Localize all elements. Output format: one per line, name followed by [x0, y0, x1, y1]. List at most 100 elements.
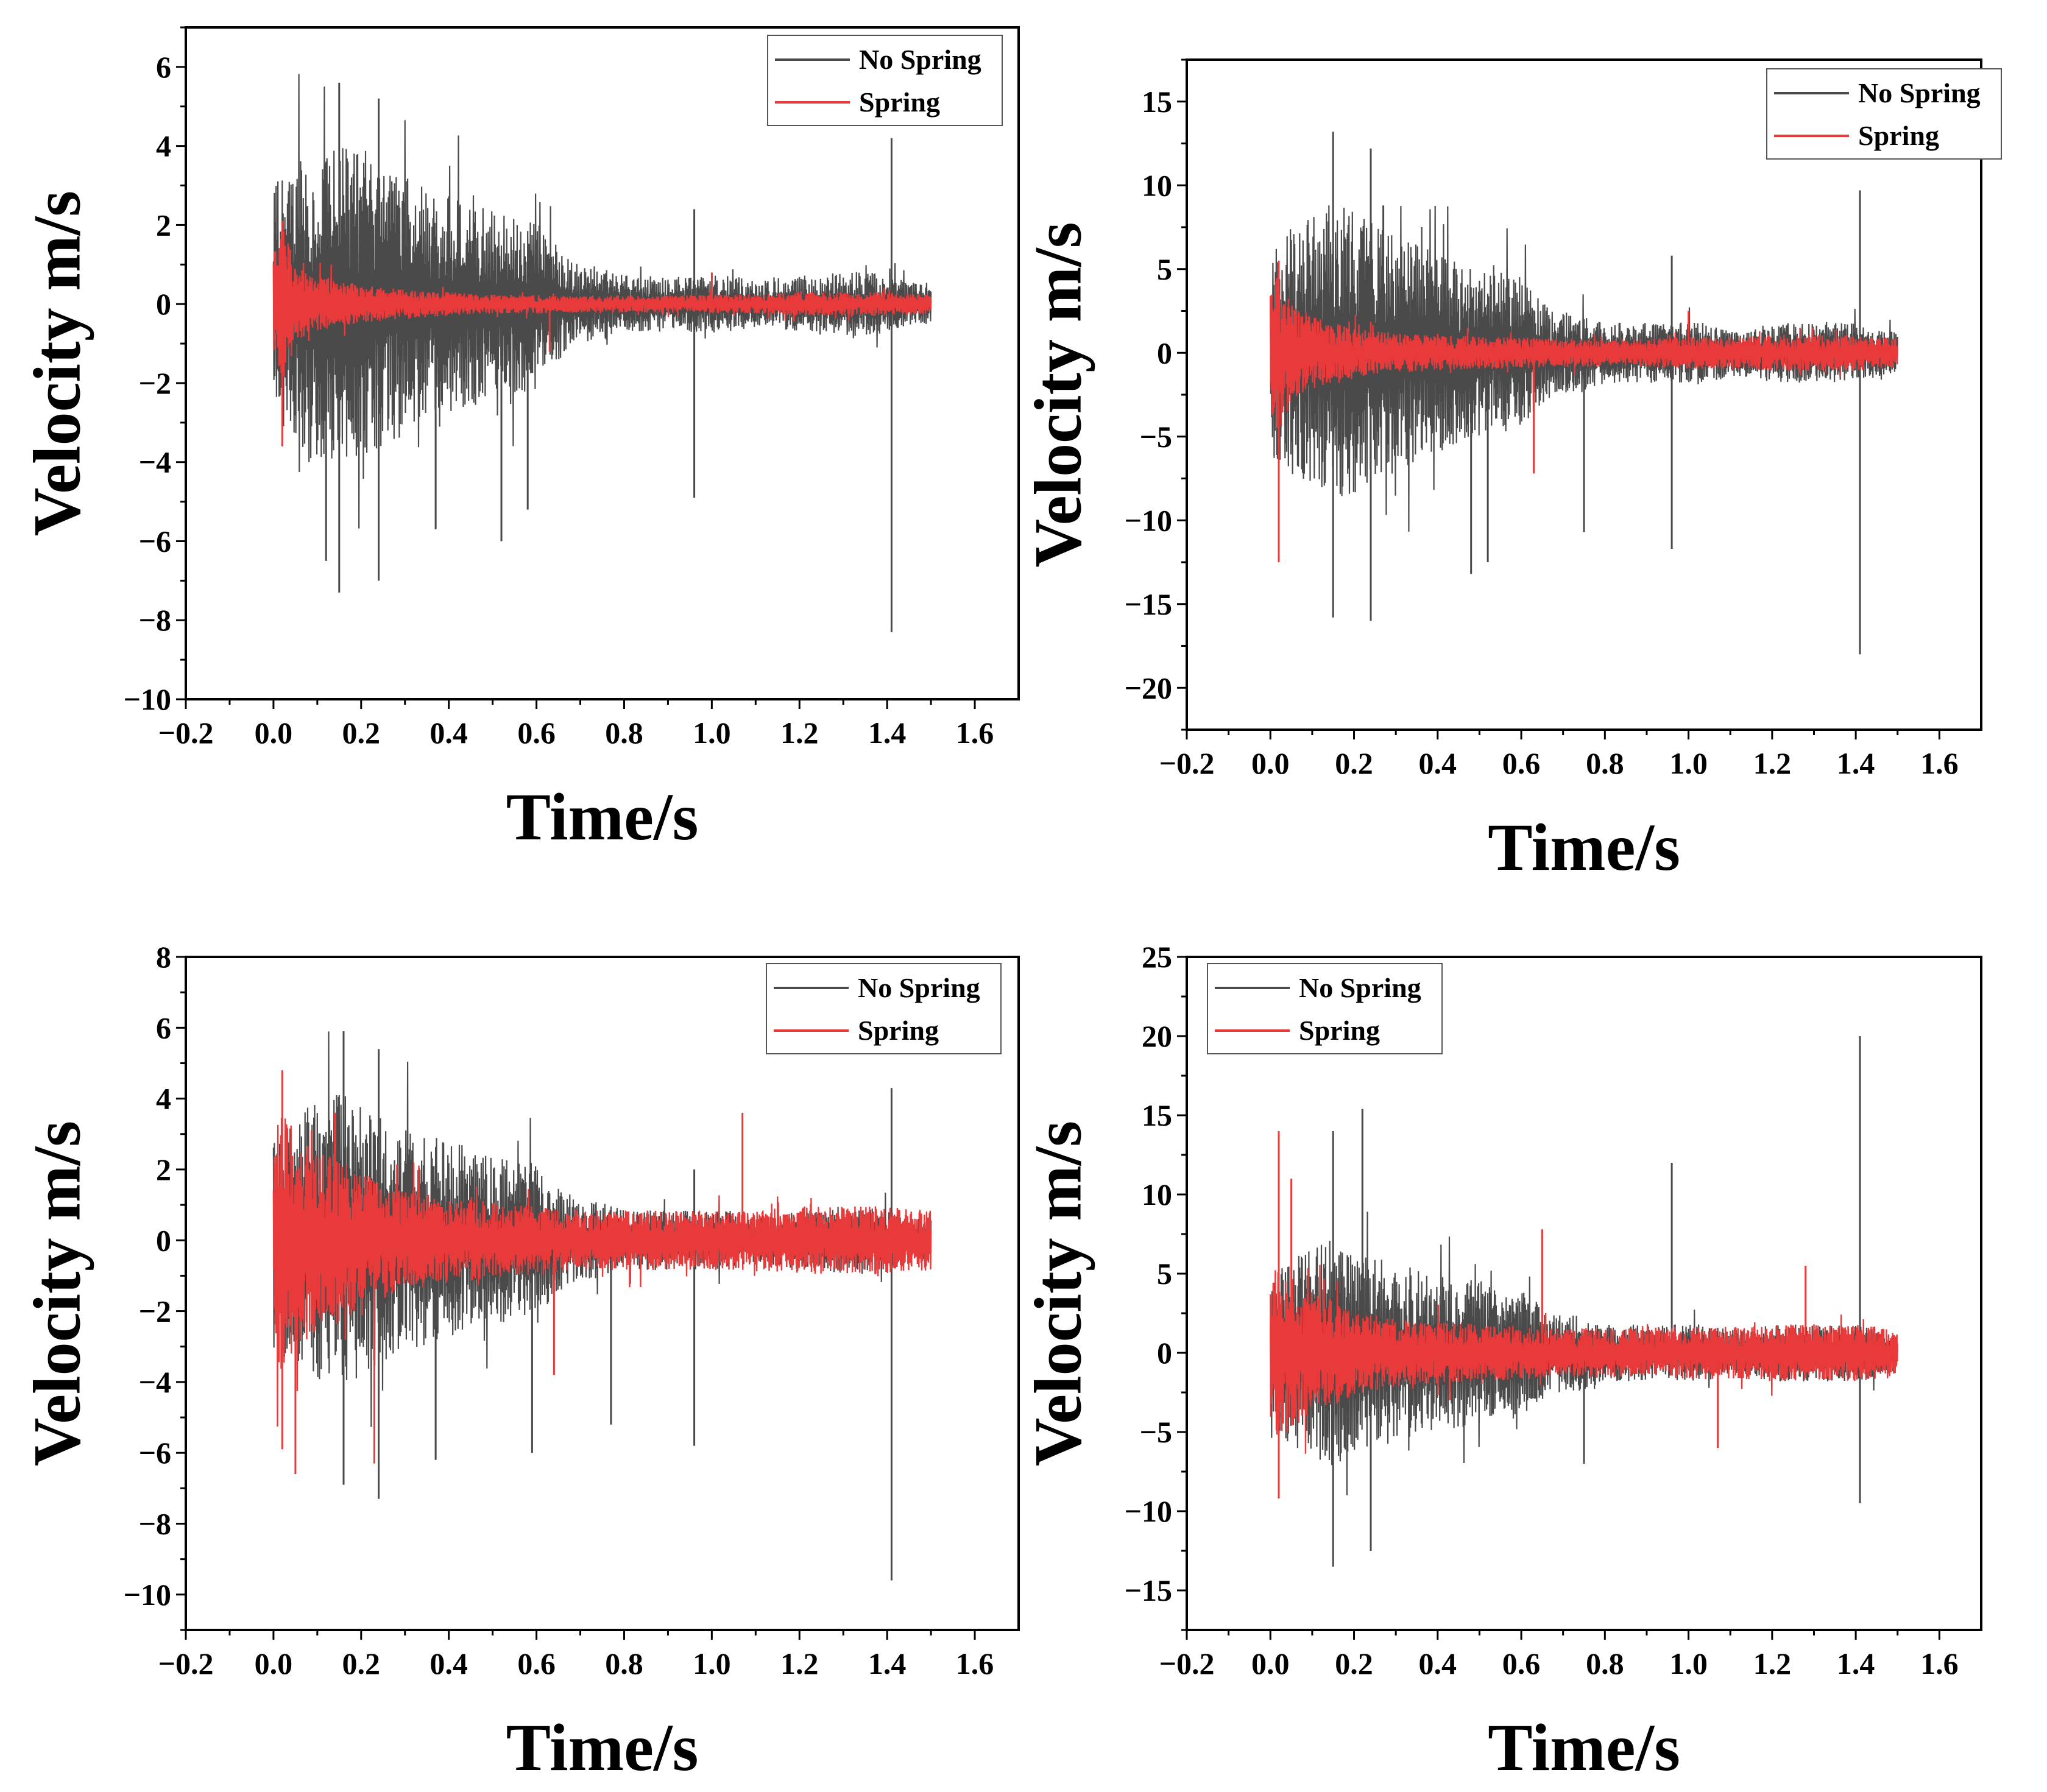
- x-tick-label: 0.4: [1419, 746, 1457, 780]
- x-tick-label: −0.2: [1159, 1646, 1215, 1681]
- series-spring-line: [272, 231, 932, 376]
- x-tick-label: 1.4: [1837, 1646, 1875, 1681]
- x-tick-label: 1.4: [868, 716, 907, 750]
- y-tick-label: −6: [139, 1436, 172, 1470]
- legend: No Spring Spring: [766, 963, 1002, 1054]
- x-tick-label: 0.2: [1335, 746, 1373, 780]
- series-spring-line: [1270, 276, 1898, 428]
- y-tick-label: −5: [1140, 1415, 1173, 1449]
- y-axis-title: Velocity m/s: [19, 191, 94, 536]
- legend-label-spring: Spring: [859, 86, 940, 118]
- x-tick-label: 1.2: [780, 1646, 819, 1681]
- y-tick-label: 15: [1142, 85, 1172, 119]
- y-tick-label: −5: [1140, 420, 1173, 454]
- x-tick-label: 1.2: [1753, 1646, 1792, 1681]
- x-tick-label: 1.6: [1920, 1646, 1959, 1681]
- legend-box: [1766, 68, 2002, 160]
- x-tick-label: 1.4: [868, 1646, 907, 1681]
- legend-label-no-spring: No Spring: [859, 44, 981, 75]
- y-axis-title: Velocity m/s: [1020, 222, 1095, 567]
- chart-panel-top-left: −0.2 0.0 0.2 0.4 0.6 0.8 1.0 1.2 1.4 1.6 −10 −8 −6 −4…: [19, 26, 1020, 854]
- x-tick-label: 1.6: [956, 1646, 994, 1681]
- legend: No Spring Spring: [767, 35, 1003, 126]
- y-tick-label: −10: [1125, 503, 1173, 537]
- x-tick-label: 1.2: [780, 716, 819, 750]
- legend-box: [766, 963, 1002, 1054]
- y-tick-label: 15: [1142, 1098, 1172, 1132]
- y-tick-label: 10: [1142, 1177, 1172, 1212]
- x-tick-label: 0.2: [1335, 1646, 1373, 1681]
- plot-frame: [1186, 956, 1982, 1631]
- y-tick-label: −2: [139, 366, 172, 400]
- x-tick-label: 1.0: [1669, 746, 1708, 780]
- legend: No Spring Spring: [1766, 68, 2002, 160]
- chart-panel-top-right: −0.2 0.0 0.2 0.4 0.6 0.8 1.0 1.2 1.4 1.6 −20 −15 −10…: [1020, 58, 2002, 884]
- y-tick-label: −6: [139, 524, 172, 558]
- x-tick-label: 0.2: [342, 716, 381, 750]
- x-tick-label: 0.6: [517, 1646, 556, 1681]
- y-tick-label: 5: [1157, 252, 1172, 286]
- y-tick-label: 0: [156, 1223, 171, 1257]
- y-tick-label: −8: [139, 603, 172, 637]
- series-no-spring-line: [1270, 205, 1898, 532]
- y-tick-label: −10: [124, 682, 172, 716]
- x-tick-label: 1.6: [1920, 746, 1959, 780]
- x-tick-label: 0.4: [430, 1646, 468, 1681]
- y-tick-label: −20: [1125, 671, 1173, 705]
- y-tick-label: −8: [139, 1507, 172, 1541]
- x-tick-label: −0.2: [1159, 746, 1215, 780]
- x-tick-label: 0.0: [255, 1646, 293, 1681]
- x-tick-label: 0.2: [342, 1646, 381, 1681]
- x-axis-title: Time/s: [1488, 1710, 1680, 1785]
- x-tick-label: 1.4: [1837, 746, 1875, 780]
- y-axis-title: Velocity m/s: [1020, 1121, 1095, 1466]
- y-tick-label: 2: [156, 1152, 171, 1187]
- y-tick-label: 0: [1157, 336, 1172, 370]
- x-axis-title: Time/s: [1488, 810, 1680, 884]
- x-tick-label: 0.8: [605, 716, 643, 750]
- legend-label-spring: Spring: [1299, 1015, 1380, 1046]
- legend-box: [767, 35, 1003, 126]
- x-tick-label: 0.0: [1251, 746, 1290, 780]
- y-tick-label: 20: [1142, 1019, 1172, 1053]
- x-tick-label: 0.6: [1502, 1646, 1541, 1681]
- legend-label-spring: Spring: [1858, 120, 1939, 151]
- legend-label-no-spring: No Spring: [1858, 77, 1981, 108]
- chart-panel-bottom-left: −0.2 0.0 0.2 0.4 0.6 0.8 1.0 1.2 1.4 1.6 −10 −8 −6 −4…: [19, 940, 1020, 1785]
- x-axis-title: Time/s: [506, 1710, 699, 1785]
- x-tick-label: −0.2: [158, 1646, 214, 1681]
- legend-box: [1207, 963, 1443, 1054]
- plot-frame: [185, 956, 1020, 1631]
- x-tick-label: 1.6: [956, 716, 994, 750]
- x-tick-label: 0.6: [517, 716, 556, 750]
- legend: No Spring Spring: [1207, 963, 1443, 1054]
- x-tick-label: 1.0: [693, 716, 731, 750]
- series-no-spring-line: [272, 74, 932, 529]
- x-tick-label: 1.2: [1753, 746, 1792, 780]
- y-tick-label: −10: [124, 1578, 172, 1612]
- y-tick-label: −4: [139, 445, 172, 479]
- y-tick-label: −10: [1125, 1494, 1173, 1528]
- x-tick-label: 0.6: [1502, 746, 1541, 780]
- y-tick-label: 25: [1142, 940, 1172, 974]
- x-tick-label: 0.8: [1586, 1646, 1624, 1681]
- x-tick-label: 1.0: [693, 1646, 731, 1681]
- chart-panel-bottom-right: −0.2 0.0 0.2 0.4 0.6 0.8 1.0 1.2 1.4 1.6 −15 −10 −5 0…: [1020, 940, 1982, 1785]
- y-axis-title: Velocity m/s: [19, 1121, 94, 1466]
- legend-label-no-spring: No Spring: [1299, 972, 1421, 1003]
- y-tick-label: 2: [156, 208, 171, 242]
- y-tick-label: 6: [156, 1011, 171, 1045]
- x-tick-label: −0.2: [158, 716, 214, 750]
- x-axis-title: Time/s: [506, 780, 699, 854]
- x-tick-label: 0.4: [1419, 1646, 1457, 1681]
- x-tick-label: 0.8: [605, 1646, 643, 1681]
- plot-frame: [185, 26, 1020, 700]
- y-tick-label: 0: [156, 287, 171, 321]
- y-tick-label: 8: [156, 940, 171, 974]
- y-tick-label: 10: [1142, 168, 1172, 202]
- y-tick-label: −2: [139, 1294, 172, 1328]
- y-tick-label: 0: [1157, 1336, 1172, 1370]
- legend-label-no-spring: No Spring: [858, 972, 980, 1003]
- y-tick-label: 4: [156, 129, 171, 163]
